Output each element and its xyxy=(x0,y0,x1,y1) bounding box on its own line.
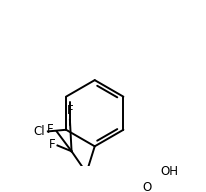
Text: F: F xyxy=(67,103,73,117)
Text: F: F xyxy=(48,138,55,151)
Text: O: O xyxy=(143,181,152,192)
Text: Cl: Cl xyxy=(34,125,45,138)
Text: F: F xyxy=(47,123,53,136)
Text: OH: OH xyxy=(160,165,178,178)
